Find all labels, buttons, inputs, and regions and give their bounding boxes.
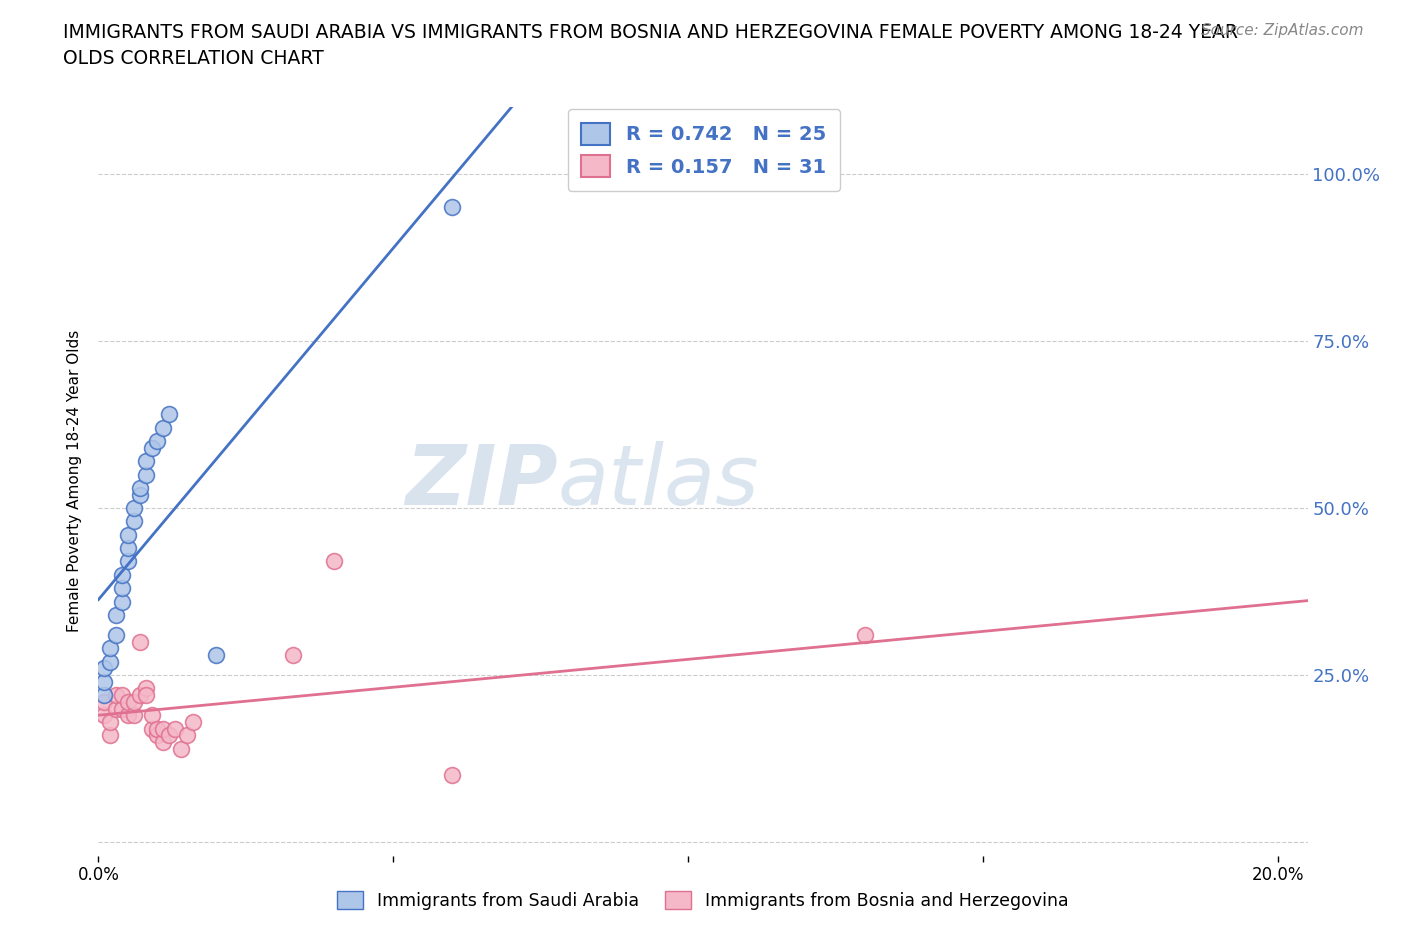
Point <box>105 701 128 716</box>
Point <box>93 688 115 703</box>
Point <box>152 735 174 750</box>
Point <box>111 701 134 716</box>
Point <box>146 721 169 736</box>
Point <box>117 554 139 569</box>
Point <box>105 607 128 622</box>
Point <box>93 708 115 723</box>
Point <box>165 721 187 736</box>
Point <box>105 688 128 703</box>
Point <box>853 628 876 643</box>
Text: ZIP: ZIP <box>405 441 558 522</box>
Point <box>122 500 145 515</box>
Point <box>122 708 145 723</box>
Point <box>111 594 134 609</box>
Text: IMMIGRANTS FROM SAUDI ARABIA VS IMMIGRANTS FROM BOSNIA AND HERZEGOVINA FEMALE PO: IMMIGRANTS FROM SAUDI ARABIA VS IMMIGRAN… <box>63 23 1239 42</box>
Point <box>135 467 157 482</box>
Point <box>135 688 157 703</box>
Point <box>441 200 464 215</box>
Point <box>98 714 121 729</box>
Point <box>205 647 228 662</box>
Point <box>281 647 304 662</box>
Point <box>181 714 204 729</box>
Point <box>146 433 169 448</box>
Point <box>111 580 134 596</box>
Point <box>93 674 115 689</box>
Y-axis label: Female Poverty Among 18-24 Year Olds: Female Poverty Among 18-24 Year Olds <box>67 330 83 632</box>
Legend: Immigrants from Saudi Arabia, Immigrants from Bosnia and Herzegovina: Immigrants from Saudi Arabia, Immigrants… <box>330 884 1076 917</box>
Point <box>146 728 169 743</box>
Point <box>111 688 134 703</box>
Point <box>98 655 121 670</box>
Point <box>117 708 139 723</box>
Point <box>111 567 134 582</box>
Point <box>157 728 180 743</box>
Point <box>122 695 145 710</box>
Point <box>128 487 150 502</box>
Point <box>128 688 150 703</box>
Point <box>128 634 150 649</box>
Point <box>117 527 139 542</box>
Point <box>93 661 115 676</box>
Legend: R = 0.742   N = 25, R = 0.157   N = 31: R = 0.742 N = 25, R = 0.157 N = 31 <box>568 109 839 191</box>
Point <box>135 681 157 696</box>
Point <box>152 420 174 435</box>
Text: atlas: atlas <box>558 441 759 522</box>
Point <box>117 695 139 710</box>
Text: Source: ZipAtlas.com: Source: ZipAtlas.com <box>1201 23 1364 38</box>
Text: OLDS CORRELATION CHART: OLDS CORRELATION CHART <box>63 49 323 68</box>
Point <box>323 554 346 569</box>
Point <box>157 407 180 422</box>
Point <box>176 728 198 743</box>
Point <box>441 768 464 783</box>
Point <box>122 514 145 529</box>
Point <box>170 741 193 756</box>
Point <box>141 708 163 723</box>
Point <box>141 721 163 736</box>
Point <box>152 721 174 736</box>
Point <box>117 540 139 555</box>
Point <box>141 441 163 456</box>
Point <box>93 695 115 710</box>
Point <box>98 728 121 743</box>
Point <box>135 454 157 469</box>
Point <box>128 481 150 496</box>
Point <box>98 641 121 656</box>
Point <box>105 628 128 643</box>
